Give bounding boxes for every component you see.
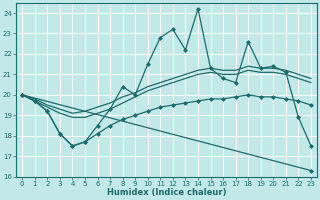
X-axis label: Humidex (Indice chaleur): Humidex (Indice chaleur) (107, 188, 226, 197)
